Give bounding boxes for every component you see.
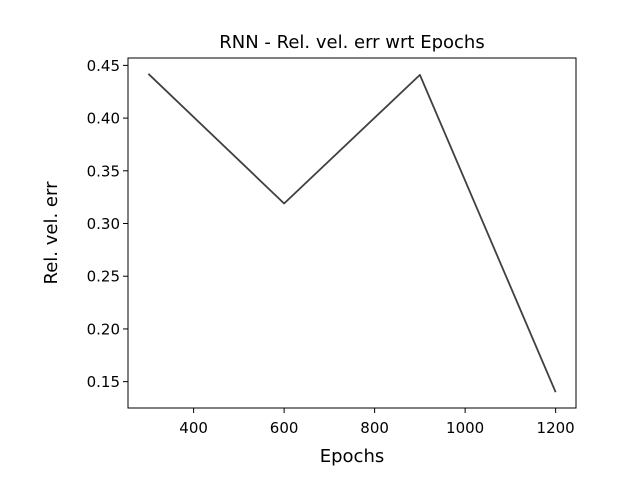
y-tick-label: 0.20 — [87, 320, 120, 338]
axes-frame — [127, 57, 577, 409]
chart-title: RNN - Rel. vel. err wrt Epochs — [219, 32, 484, 53]
x-tick-label: 400 — [179, 419, 208, 437]
x-tick-label: 800 — [360, 419, 389, 437]
x-tick-label: 600 — [270, 419, 299, 437]
y-tick-label: 0.40 — [87, 110, 120, 128]
series-line-0 — [147, 73, 557, 393]
y-axis-ticks: 0.15 0.20 0.25 0.30 0.35 0.40 0.45 — [87, 57, 128, 391]
x-axis-ticks: 400 600 800 1000 1200 — [179, 408, 575, 437]
plot-background — [128, 58, 576, 408]
y-tick-label: 0.35 — [87, 162, 120, 180]
plot-area — [127, 57, 577, 409]
y-axis-label: Rel. vel. err — [41, 181, 62, 285]
x-tick-label: 1200 — [537, 419, 575, 437]
y-tick-label: 0.25 — [87, 268, 120, 286]
x-axis-label: Epochs — [320, 446, 385, 467]
y-tick-label: 0.30 — [87, 215, 120, 233]
y-tick-label: 0.45 — [87, 57, 120, 75]
y-tick-label: 0.15 — [87, 373, 120, 391]
x-tick-label: 1000 — [446, 419, 484, 437]
